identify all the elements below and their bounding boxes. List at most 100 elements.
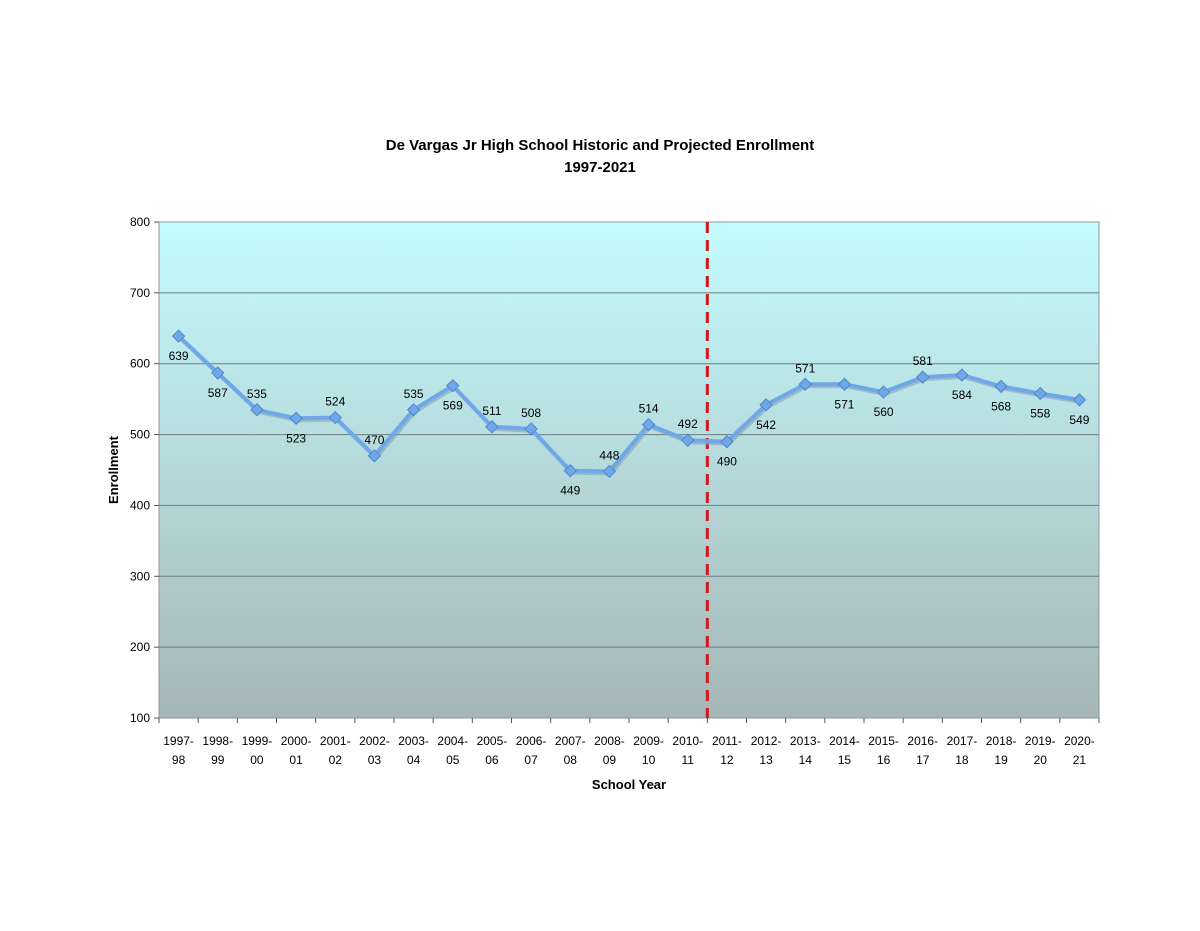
data-point-marker — [289, 411, 303, 425]
x-tick-label-line2: 13 — [759, 753, 773, 767]
x-tick-label-line1: 2013- — [790, 734, 821, 748]
x-tick-label-line2: 08 — [564, 753, 578, 767]
series-enrollment — [171, 329, 1087, 479]
x-tick-label-line2: 09 — [603, 753, 617, 767]
data-label: 535 — [247, 387, 267, 401]
chart-subtitle: 1997-2021 — [564, 159, 636, 176]
y-tick-label: 800 — [130, 215, 150, 229]
y-axis-ticks: 100 200 300 400 500 600 700 800 — [130, 215, 159, 725]
x-tick-label-line2: 21 — [1073, 753, 1087, 767]
x-tick-label-line2: 16 — [877, 753, 891, 767]
data-label: 584 — [952, 388, 972, 402]
data-label: 571 — [834, 397, 854, 411]
data-point-marker — [720, 434, 734, 449]
x-tick-label-line1: 2020- — [1064, 734, 1095, 748]
x-axis-title: School Year — [592, 777, 666, 792]
plot-area — [158, 221, 1100, 719]
data-point-marker — [250, 403, 264, 417]
x-tick-label-line2: 99 — [211, 753, 225, 767]
x-tick-label-line1: 2007- — [555, 734, 586, 748]
data-point-marker — [446, 378, 460, 393]
data-point-marker — [602, 464, 617, 479]
data-label: 524 — [325, 395, 345, 409]
x-tick-label-line2: 11 — [682, 753, 695, 767]
data-point-marker — [563, 464, 577, 478]
x-tick-label-line2: 19 — [994, 753, 1008, 767]
x-tick-label-line1: 2002- — [359, 734, 390, 748]
data-label: 542 — [756, 418, 776, 432]
gridlines — [159, 292, 1099, 648]
x-tick-label-line2: 98 — [172, 753, 186, 767]
x-tick-label-line1: 2008- — [594, 734, 625, 748]
data-label: 535 — [404, 387, 424, 401]
y-tick-label: 500 — [130, 428, 150, 442]
data-label: 470 — [364, 433, 384, 447]
data-point-marker — [211, 366, 225, 380]
data-point-marker — [955, 368, 969, 382]
x-tick-label-line2: 01 — [289, 753, 303, 767]
series-line-shadow — [178, 336, 1082, 476]
data-label: 523 — [286, 431, 306, 445]
x-tick-label-line2: 15 — [838, 753, 852, 767]
data-label: 581 — [913, 354, 933, 368]
x-tick-label-line1: 2011- — [712, 734, 742, 748]
y-tick-label: 200 — [130, 640, 150, 654]
data-label: 514 — [639, 402, 659, 416]
x-tick-label-line2: 10 — [642, 753, 656, 767]
data-label: 492 — [678, 417, 698, 431]
data-point-marker — [916, 370, 930, 384]
x-tick-label-line1: 2018- — [986, 734, 1017, 748]
data-point-marker — [876, 385, 891, 399]
x-tick-label-line1: 2019- — [1025, 734, 1056, 748]
data-label: 511 — [482, 404, 501, 418]
data-label: 571 — [795, 361, 815, 375]
data-label: 569 — [443, 399, 463, 413]
data-point-marker — [1033, 386, 1047, 401]
data-label: 449 — [560, 484, 580, 498]
y-tick-label: 100 — [130, 711, 150, 725]
x-tick-label-line1: 2001- — [320, 734, 351, 748]
data-point-marker — [367, 449, 382, 463]
x-tick-label-line2: 17 — [916, 753, 930, 767]
x-tick-label-line1: 2004- — [437, 734, 468, 748]
data-point-marker — [681, 433, 695, 447]
x-tick-label-line1: 2017- — [947, 734, 978, 748]
x-tick-label-line2: 02 — [329, 753, 343, 767]
x-axis-ticks: 1997- 98 1998- 99 1999- 00 2000- 01 2001- 02 2002-… — [158, 718, 1100, 767]
y-tick-label: 600 — [130, 357, 150, 371]
x-tick-label-line1: 1998- — [202, 734, 233, 748]
data-point-marker — [1072, 393, 1087, 407]
data-point-marker — [328, 410, 342, 425]
x-tick-label-line2: 07 — [524, 753, 538, 767]
data-label: 587 — [208, 386, 228, 400]
x-tick-label-line1: 2014- — [829, 734, 860, 748]
x-tick-label-line1: 2016- — [907, 734, 938, 748]
data-label: 549 — [1069, 413, 1089, 427]
x-tick-label-line2: 00 — [250, 753, 264, 767]
x-tick-label-line2: 06 — [485, 753, 499, 767]
x-tick-label-line2: 05 — [446, 753, 460, 767]
data-label: 508 — [521, 406, 541, 420]
data-label: 448 — [599, 448, 619, 462]
data-point-marker — [759, 398, 773, 412]
data-point-marker — [406, 403, 421, 417]
data-point-marker — [798, 377, 812, 391]
data-label: 639 — [169, 349, 189, 363]
data-label: 558 — [1030, 406, 1050, 420]
data-label: 568 — [991, 399, 1011, 413]
chart-title: De Vargas Jr High School Historic and Pr… — [386, 137, 814, 154]
x-tick-label-line1: 2000- — [281, 734, 312, 748]
data-point-marker — [641, 417, 656, 432]
x-tick-label-line2: 03 — [368, 753, 382, 767]
x-tick-label-line1: 2003- — [398, 734, 429, 748]
data-point-marker — [171, 329, 186, 343]
y-axis-title: Enrollment — [106, 435, 121, 504]
x-tick-label-line1: 2005- — [477, 734, 508, 748]
data-point-marker — [485, 420, 499, 434]
x-tick-label-line1: 2010- — [672, 734, 703, 748]
x-tick-label-line2: 18 — [955, 753, 969, 767]
data-point-marker — [837, 377, 852, 391]
data-labels: 639 587 535 523 524 470 535 569 511 508 449 448 514 4… — [169, 349, 1090, 498]
x-tick-label-line2: 14 — [799, 753, 813, 767]
